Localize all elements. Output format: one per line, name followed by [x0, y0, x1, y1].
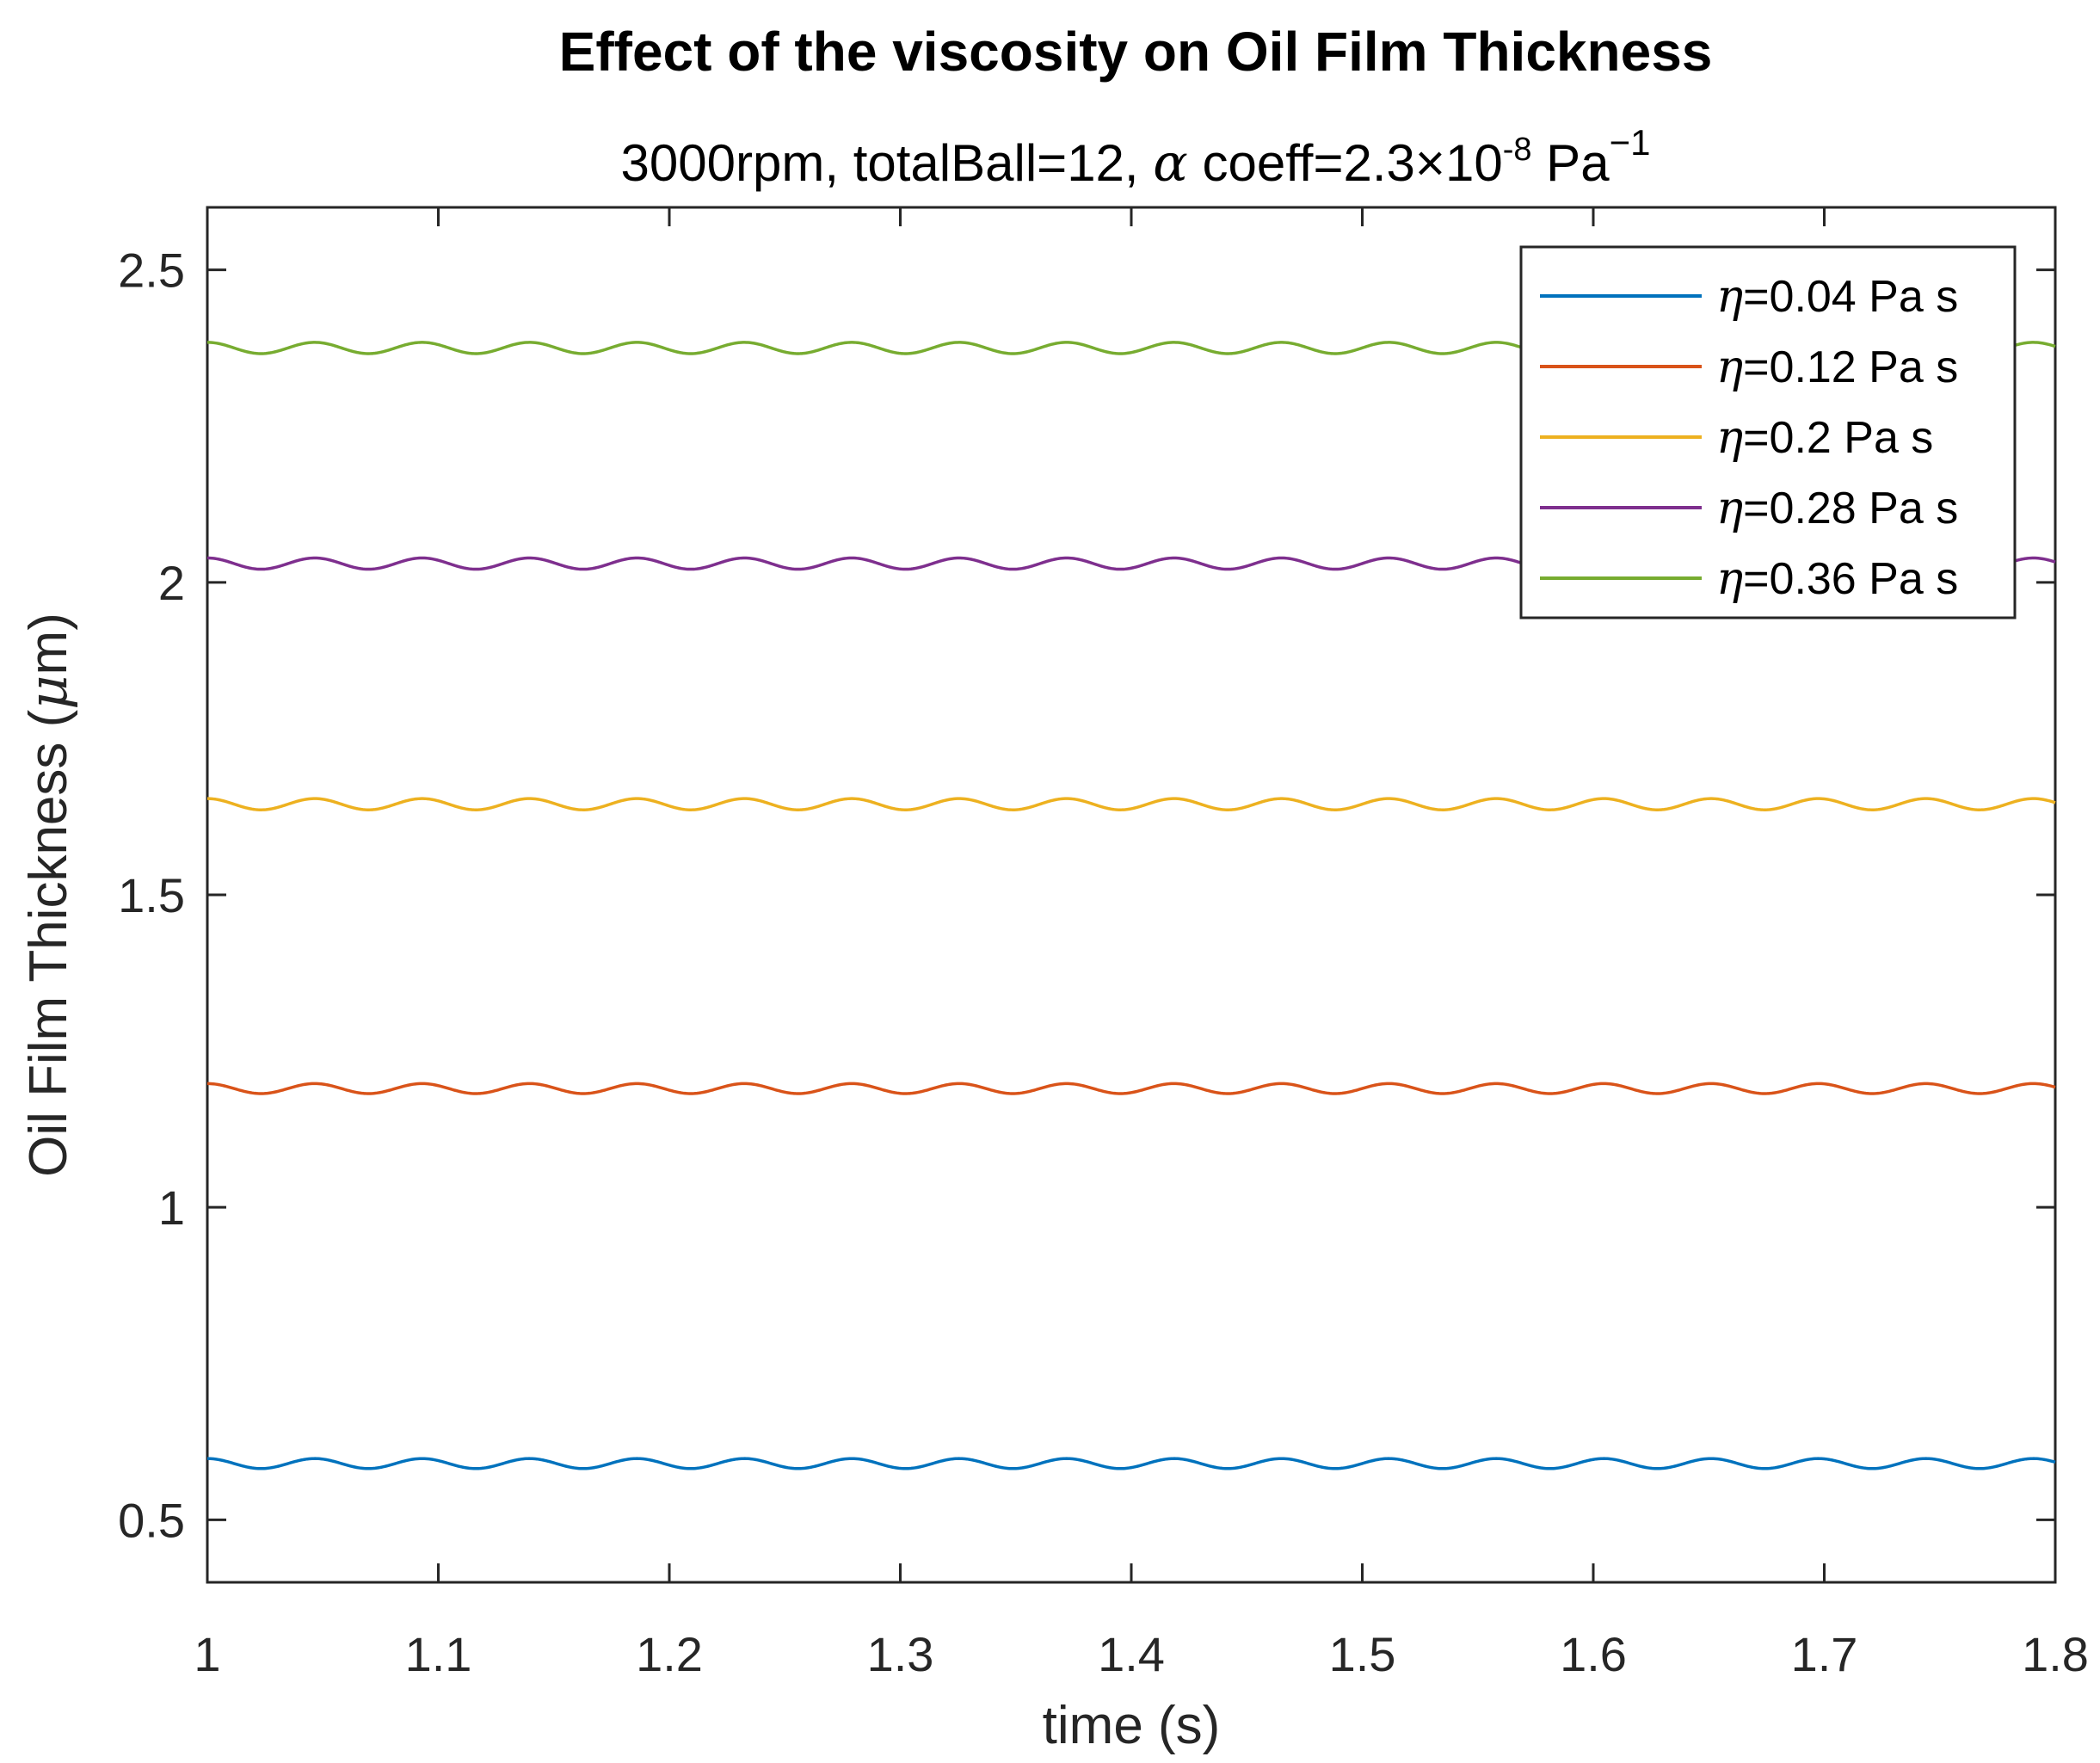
- legend-label-0: η=0.04 Pa s: [1716, 271, 1958, 323]
- series-line-0: [206, 1457, 2056, 1470]
- legend: η=0.04 Pa sη=0.12 Pa sη=0.2 Pa sη=0.28 P…: [1519, 245, 2017, 620]
- subtitle-unit-exponent: −1: [1610, 122, 1651, 163]
- x-tick-label: 1.6: [1560, 1627, 1627, 1681]
- eta-symbol: η: [1716, 553, 1743, 605]
- subtitle-coeff: coeff=2.3×10: [1188, 134, 1503, 192]
- chart-title: Effect of the viscosity on Oil Film Thic…: [559, 21, 1713, 83]
- legend-items: η=0.04 Pa sη=0.12 Pa sη=0.2 Pa sη=0.28 P…: [1540, 271, 1958, 605]
- legend-label-text: =0.12 Pa s: [1743, 342, 1958, 392]
- y-tick-label: 2.5: [118, 243, 185, 298]
- y-axis: 0.5 1 1.5 2 2.5: [118, 243, 2055, 1547]
- subtitle-prefix: 3000rpm, totalBall=12,: [621, 134, 1154, 192]
- legend-label-text: =0.36 Pa s: [1743, 554, 1958, 604]
- eta-symbol: η: [1716, 412, 1743, 464]
- x-axis-label: time (s): [1043, 1696, 1221, 1755]
- mu-symbol: μ: [16, 675, 79, 709]
- x-tick-label: 1.2: [636, 1627, 703, 1681]
- alpha-symbol: α: [1153, 133, 1188, 194]
- y-axis-label: Oil Film Thickness (μm): [16, 613, 79, 1177]
- x-tick-label: 1.5: [1329, 1627, 1396, 1681]
- x-tick-label: 1.8: [2022, 1627, 2089, 1681]
- x-tick-label: 1.3: [867, 1627, 934, 1681]
- legend-label-text: =0.28 Pa s: [1743, 484, 1958, 533]
- y-tick-label: 2: [158, 556, 185, 610]
- y-tick-label: 1.5: [118, 868, 185, 922]
- y-tick-label: 0.5: [118, 1493, 185, 1547]
- legend-label-4: η=0.36 Pa s: [1716, 553, 1958, 605]
- legend-box: [1519, 245, 2017, 620]
- eta-symbol: η: [1716, 342, 1743, 393]
- y-tick-label: 1: [158, 1180, 185, 1235]
- x-tick-label: 1: [194, 1627, 220, 1681]
- legend-label-text: =0.2 Pa s: [1743, 413, 1933, 463]
- subtitle-coeff-exponent: -8: [1503, 132, 1532, 168]
- eta-symbol: η: [1716, 483, 1743, 534]
- series-line-1: [206, 1082, 2056, 1095]
- legend-label-2: η=0.2 Pa s: [1716, 412, 1933, 464]
- x-tick-label: 1.1: [405, 1627, 472, 1681]
- x-axis: 1 1.1 1.2 1.3 1.4 1.5 1.6 1.7 1.8: [194, 207, 2089, 1681]
- eta-symbol: η: [1716, 271, 1743, 323]
- y-label-suffix: m): [19, 613, 78, 675]
- series-line-2: [206, 797, 2056, 811]
- legend-label-text: =0.04 Pa s: [1743, 272, 1958, 322]
- legend-label-3: η=0.28 Pa s: [1716, 483, 1958, 534]
- y-label-prefix: Oil Film Thickness (: [19, 709, 78, 1176]
- x-tick-label: 1.7: [1791, 1627, 1858, 1681]
- legend-label-1: η=0.12 Pa s: [1716, 342, 1958, 393]
- x-tick-label: 1.4: [1098, 1627, 1165, 1681]
- chart-subtitle: 3000rpm, totalBall=12, α coeff=2.3×10-8 …: [621, 122, 1651, 194]
- subtitle-unit: Pa: [1532, 134, 1610, 192]
